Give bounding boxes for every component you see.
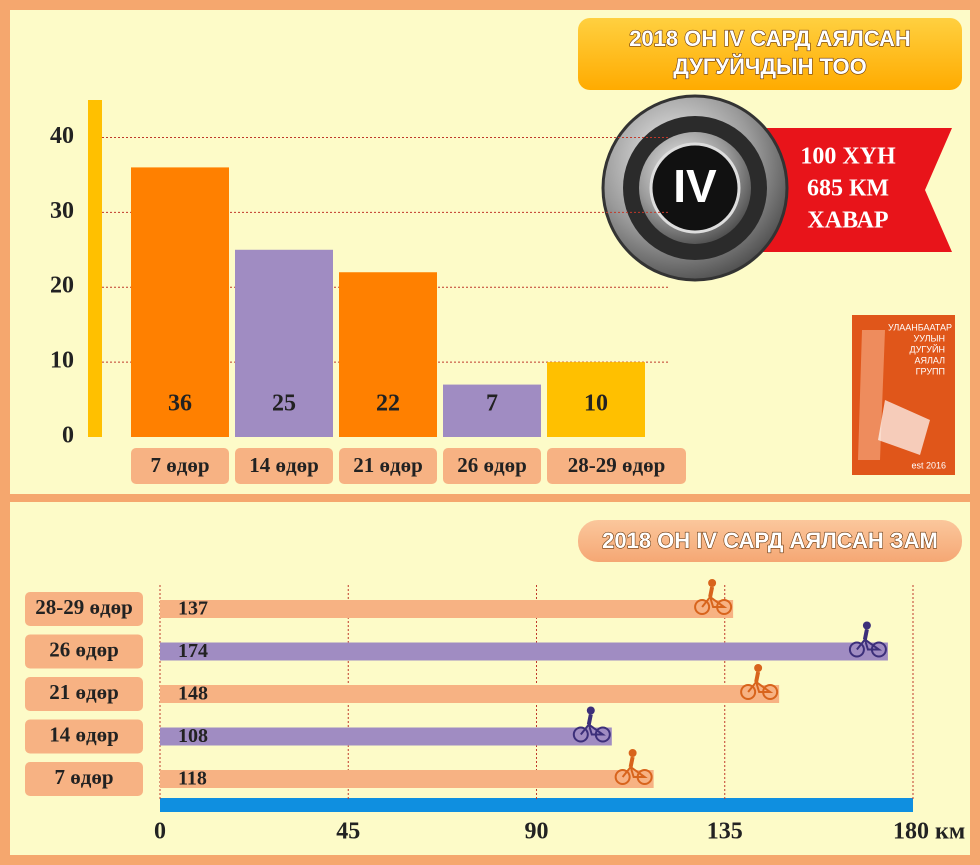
logo-shape	[858, 330, 885, 460]
category-box	[547, 448, 686, 484]
value-label: 108	[178, 725, 208, 747]
x-tick-label: 0	[154, 819, 166, 845]
bike-icon	[586, 706, 595, 715]
logo-text: АЯЛАЛ	[914, 355, 945, 365]
badge-line: 100 ХҮН	[800, 144, 896, 170]
y-tick-label: 10	[50, 348, 74, 374]
bike-icon	[694, 599, 711, 615]
category-box	[131, 448, 229, 484]
title-pill	[578, 520, 962, 562]
bike-icon	[628, 749, 637, 757]
bike-icon	[621, 765, 648, 778]
category-box	[443, 448, 541, 484]
chart-title: ДУГУЙЧДЫН ТОО	[673, 54, 866, 79]
x-tick-label: 14 өдөр	[249, 453, 319, 477]
category-box	[235, 448, 333, 484]
y-tick-label: 14 өдөр	[49, 722, 119, 746]
title-pill	[578, 18, 962, 90]
category-box	[25, 762, 143, 796]
bike-icon	[754, 664, 763, 672]
logo-est: est 2016	[911, 460, 946, 470]
value-label: 10	[584, 391, 608, 417]
bike-icon	[614, 769, 631, 785]
y-tick-label: 21 өдөр	[49, 680, 119, 704]
x-tick-label: 7 өдөр	[150, 453, 209, 477]
y-tick-label: 0	[62, 423, 74, 449]
logo-text: ДУГУЙН	[910, 343, 945, 354]
medal-core	[649, 142, 741, 234]
bar	[235, 249, 333, 437]
value-label: 36	[168, 391, 192, 417]
x-tick-label: 180 км	[893, 819, 965, 845]
x-axis	[160, 798, 913, 812]
badge-line: ХАВАР	[807, 208, 888, 234]
logo-text: УЛААНБААТАР	[888, 322, 952, 332]
category-box	[25, 634, 143, 669]
value-label: 148	[178, 683, 208, 705]
y-tick-label: 7 өдөр	[54, 765, 113, 789]
logo-text: ГРУПП	[916, 366, 945, 376]
bike-icon	[628, 756, 635, 768]
bar	[547, 362, 645, 437]
bike-icon	[754, 671, 761, 683]
logo-text: УУЛЫН	[913, 333, 945, 343]
badge-line: 685 КМ	[807, 176, 889, 202]
chart-title: 2018 ОН IV САРД АЯЛСАН ЗАМ	[602, 528, 938, 553]
category-box	[25, 677, 143, 711]
y-tick-label: 30	[50, 198, 74, 224]
y-tick-label: 20	[50, 273, 74, 299]
y-tick-label: 28-29 өдөр	[35, 595, 133, 619]
chart-title: 2018 ОН IV САРД АЯЛСАН	[629, 26, 911, 51]
bar	[160, 685, 780, 703]
value-label: 174	[178, 640, 208, 662]
x-tick-label: 26 өдөр	[457, 453, 527, 477]
bike-icon	[701, 595, 728, 608]
x-tick-label: 135	[707, 819, 743, 845]
bike-icon	[848, 641, 865, 658]
value-label: 22	[376, 391, 400, 417]
bike-icon	[856, 638, 883, 651]
value-label: 25	[272, 391, 296, 417]
bike-icon	[708, 586, 715, 598]
x-tick-label: 21 өдөр	[353, 453, 423, 477]
bar	[131, 167, 229, 437]
bar	[443, 384, 541, 437]
category-box	[25, 719, 143, 754]
y-axis	[88, 100, 102, 437]
bike-icon	[572, 726, 589, 743]
bike-icon	[862, 629, 869, 640]
logo-shape	[878, 400, 930, 455]
bike-icon	[740, 684, 757, 700]
y-tick-label: 26 өдөр	[49, 637, 119, 661]
bike-icon	[708, 579, 717, 587]
bar	[160, 600, 734, 618]
value-label: 7	[486, 391, 498, 417]
bar	[339, 272, 437, 437]
bike-icon	[747, 680, 774, 693]
y-tick-label: 40	[50, 123, 74, 149]
value-label: 137	[178, 598, 208, 620]
category-box	[25, 592, 143, 626]
bar	[160, 770, 654, 788]
x-tick-label: 90	[525, 819, 549, 845]
medal-text: IV	[673, 160, 717, 212]
category-box	[339, 448, 437, 484]
bike-icon	[580, 723, 606, 736]
bar	[160, 642, 888, 661]
bike-icon	[862, 621, 871, 630]
x-tick-label: 28-29 өдөр	[568, 453, 666, 477]
x-tick-label: 45	[336, 819, 360, 845]
bar	[160, 727, 612, 746]
bike-icon	[586, 714, 593, 725]
ribbon	[745, 128, 952, 252]
value-label: 118	[178, 768, 207, 790]
